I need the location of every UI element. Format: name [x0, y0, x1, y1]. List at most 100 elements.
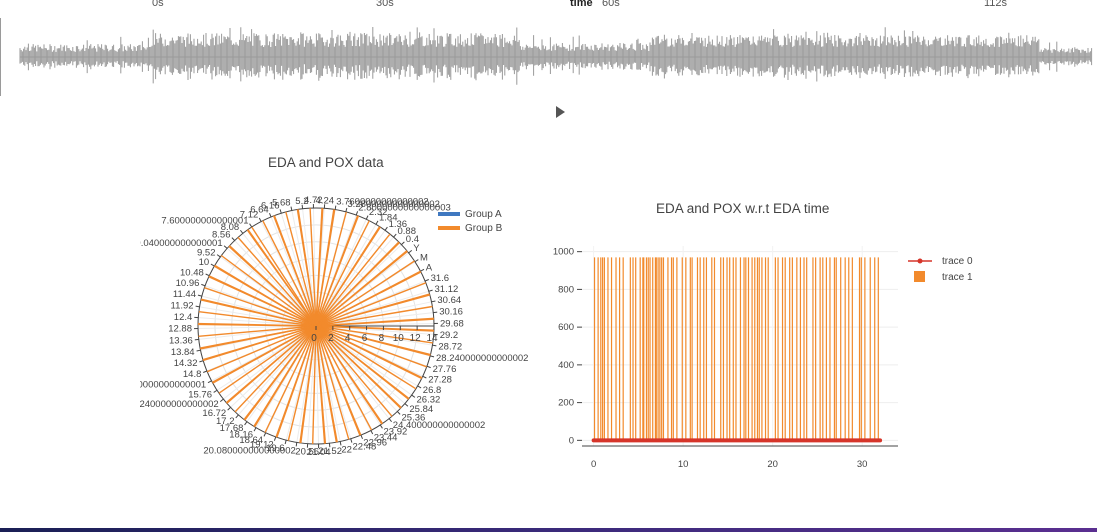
polar-radial-tick-label: 6	[362, 333, 368, 344]
polar-series-spoke	[315, 250, 408, 327]
polar-angular-label: 16.72	[202, 408, 226, 419]
polar-grid-spoke	[315, 325, 412, 396]
waveform[interactable]	[0, 14, 1097, 100]
polar-series-spoke	[315, 325, 327, 444]
polar-angular-label: 26.32	[417, 395, 441, 406]
playback-cursor[interactable]	[0, 18, 1, 96]
polar-series-spoke	[315, 325, 433, 344]
polar-angular-tick	[235, 414, 239, 419]
polar-series-spoke	[315, 317, 434, 327]
time-tick-label: 30s	[376, 0, 394, 9]
polar-angular-label: 24.400000000000002	[393, 420, 485, 431]
polar-series-spoke	[315, 325, 350, 440]
polar-angular-tick	[197, 294, 202, 297]
polar-angular-label: 12.88	[168, 324, 192, 335]
polar-radial-tick-label: 14	[426, 333, 438, 344]
polar-series-spoke	[273, 215, 317, 327]
polar-angular-tick	[195, 305, 200, 308]
polar-angular-label: 4.24	[316, 195, 335, 206]
polar-angular-tick	[426, 365, 431, 369]
polar-angular-label: 3.7600000000000002	[336, 197, 428, 208]
polar-angular-label: 30.16	[439, 307, 463, 318]
polar-angular-tick	[384, 226, 388, 231]
polar-angular-label: 22.96	[363, 438, 387, 449]
polar-angular-tick	[393, 233, 397, 238]
polar-series-spoke	[315, 208, 323, 327]
legend-swatch	[438, 226, 460, 230]
polar-series-spoke	[254, 325, 317, 428]
polar-angular-tick	[411, 394, 416, 398]
polar-series-spoke	[315, 220, 370, 327]
polar-series-spoke	[315, 233, 391, 327]
legend-label: Group A	[465, 209, 502, 220]
polar-angular-label: 23.92	[384, 427, 408, 438]
polar-angular-label: Y	[413, 243, 420, 254]
polar-angular-tick	[360, 434, 363, 439]
play-button[interactable]	[556, 106, 565, 118]
polar-series-spoke	[262, 220, 317, 327]
polar-angular-tick	[216, 254, 221, 258]
polar-series-spoke	[315, 215, 359, 327]
polar-angular-tick	[279, 209, 282, 214]
polar-angular-tick	[430, 355, 435, 358]
polar-angular-label: 29.2	[440, 330, 459, 341]
polar-angular-label: 0.4	[406, 234, 419, 245]
polar-angular-tick	[219, 398, 224, 402]
polar-angular-tick	[249, 223, 253, 228]
polar-series-spoke	[234, 325, 317, 413]
polar-angular-tick	[227, 406, 231, 411]
polar-angular-label: 4.72	[304, 195, 323, 206]
polar-angular-label: 30.64	[437, 295, 461, 306]
polar-angular-label: 20.56	[295, 447, 319, 458]
polar-grid-spoke	[315, 236, 394, 327]
polar-angular-label: 17.68	[220, 423, 244, 434]
y-tick-label: 800	[558, 284, 574, 295]
polar-chart[interactable]: 0 2 4 6 8 10 12 14 7.6000000000000017.126.646.16…	[140, 178, 560, 498]
polar-series-spoke	[226, 325, 317, 404]
polar-angular-label: 25.36	[402, 412, 426, 423]
polar-series-spoke	[212, 325, 317, 384]
polar-series-spoke	[276, 325, 317, 438]
polar-angular-tick	[388, 418, 392, 423]
polar-angular-label: M	[420, 252, 428, 263]
polar-angular-label: 0.88	[398, 226, 417, 237]
legend-marker-trace-0	[917, 258, 923, 264]
polar-angular-tick	[396, 411, 401, 415]
polar-angular-label: 5.68	[272, 198, 291, 209]
polar-angular-label: 6.16	[261, 201, 280, 212]
x-tick-label: 0	[591, 459, 596, 468]
polar-series-spoke	[220, 254, 317, 327]
polar-angular-tick	[203, 370, 208, 373]
polar-angular-label: 21.52	[318, 446, 342, 457]
polar-grid-spoke	[302, 208, 317, 327]
polar-series-spoke	[315, 226, 381, 327]
polar-series-spoke	[315, 325, 434, 331]
polar-series-spoke	[315, 241, 400, 327]
polar-angular-label: 2.8000000000000003	[358, 203, 450, 214]
line-chart[interactable]: 0 200 400 600 800 1000 0 10 20 30 trace 0 trace 1	[540, 238, 1010, 468]
polar-angular-tick	[424, 279, 429, 282]
polar-series-spoke	[315, 270, 421, 327]
polar-angular-label: 10	[199, 257, 210, 268]
polar-series-spoke	[198, 311, 317, 327]
polar-grid-spoke	[291, 210, 317, 327]
polar-series-spoke	[197, 323, 317, 327]
polar-angular-label: 27.28	[428, 375, 452, 386]
polar-angular-tick	[408, 250, 413, 254]
polar-angular-label: 21.04	[307, 447, 331, 458]
polar-angular-tick	[258, 217, 262, 222]
polar-angular-tick	[199, 360, 204, 363]
polar-angular-label: 7.600000000000001	[161, 215, 248, 226]
polar-angular-label: 31.6	[431, 273, 450, 284]
polar-series-spoke	[309, 208, 317, 327]
time-tick-label: 0s	[152, 0, 164, 9]
polar-series-spoke	[285, 211, 317, 327]
polar-angular-tick	[370, 430, 374, 435]
polar-angular-label: 3.2800000000000002	[347, 199, 439, 210]
legend-label: trace 1	[942, 272, 973, 283]
y-tick-label: 0	[569, 435, 574, 446]
polar-series-spoke	[315, 211, 347, 327]
y-tick-label: 400	[558, 360, 574, 371]
polar-angular-tick	[253, 427, 257, 432]
polar-series-spoke	[287, 325, 317, 441]
